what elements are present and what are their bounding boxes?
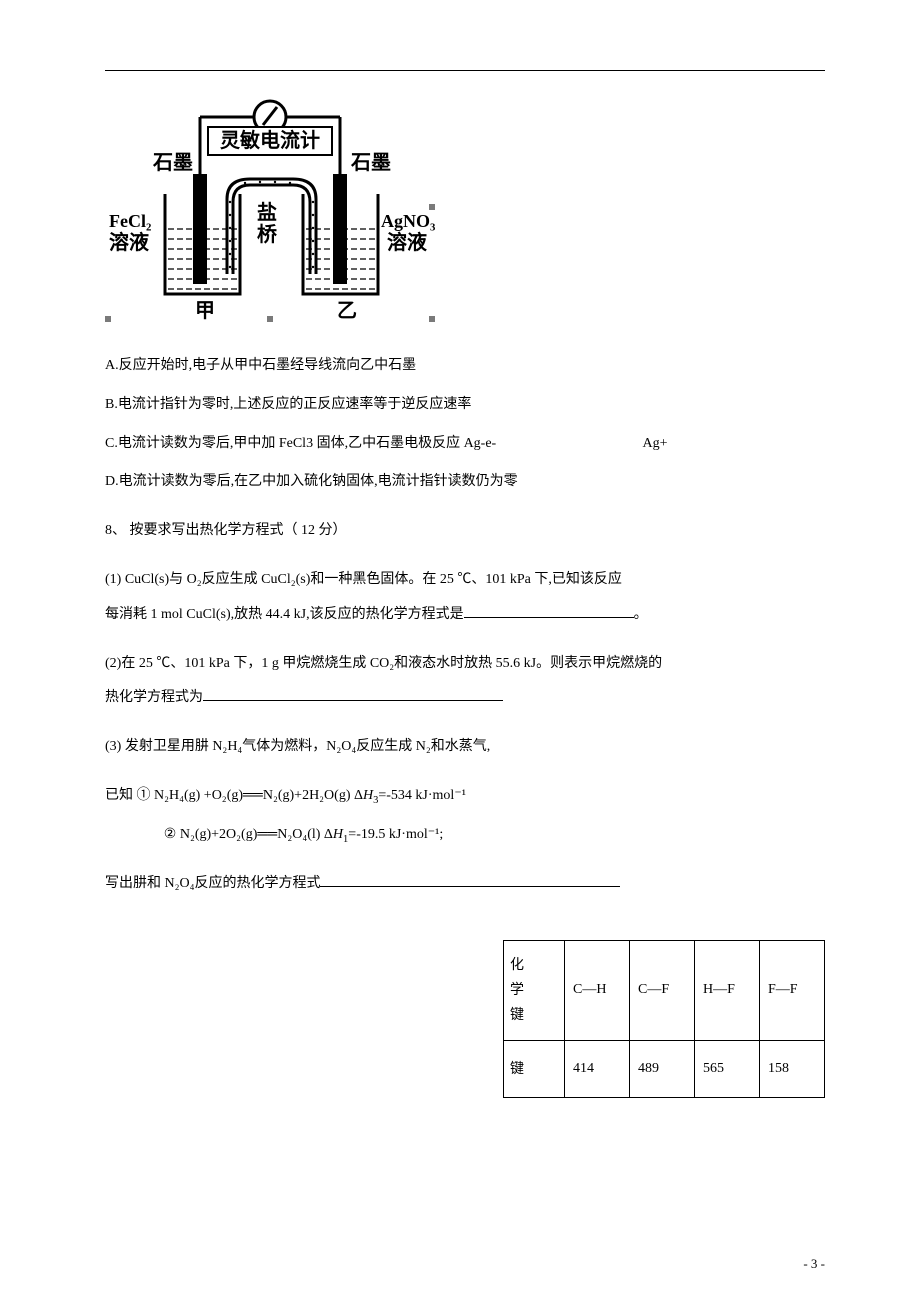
blank-1 bbox=[464, 603, 634, 618]
right-electrode-label: 石墨 bbox=[350, 151, 391, 174]
col-header-2: H—F bbox=[695, 940, 760, 1041]
right-sol-top: AgNO₃ bbox=[381, 211, 435, 231]
bridge-label-2: 桥 bbox=[257, 223, 278, 246]
left-sol-top: FeCl₂ bbox=[109, 211, 151, 231]
blank-2 bbox=[203, 686, 503, 701]
q8-title: 8、 按要求写出热化学方程式（ 12 分） bbox=[105, 516, 825, 547]
known-pre: 已知 ① N₂H₄(g) +O₂(g)══N₂(g)+2H₂O(g) Δ bbox=[105, 788, 363, 803]
galvanic-cell-diagram: 灵敏电流计 bbox=[105, 99, 435, 324]
table-row: 化学键 C—H C—F H—F F—F bbox=[504, 940, 825, 1041]
row-header-2: 键 bbox=[504, 1041, 565, 1098]
q8-2a: (2)在 25 ℃、101 kPa 下，1 g 甲烷燃烧生成 CO₂和液态水时放… bbox=[105, 649, 825, 680]
option-a: A.反应开始时,电子从甲中石墨经导线流向乙中石墨 bbox=[105, 351, 825, 382]
bond-energy-table: 化学键 C—H C—F H—F F—F 键 414 489 565 158 bbox=[503, 940, 825, 1099]
left-beaker-label: 甲 bbox=[195, 300, 215, 322]
q8-1b: 每消耗 1 mol CuCl(s),放热 44.4 kJ,该反应的热化学方程式是… bbox=[105, 600, 825, 631]
cell-2: 565 bbox=[695, 1041, 760, 1098]
q8-4-pre: 写出肼和 N₂O₄反应的热化学方程式 bbox=[105, 876, 320, 891]
eq2-pre: ② N₂(g)+2O₂(g)══N₂O₄(l) Δ bbox=[164, 827, 333, 842]
eq2-H: H bbox=[333, 827, 343, 842]
option-b: B.电流计指针为零时,上述反应的正反应速率等于逆反应速率 bbox=[105, 390, 825, 421]
option-d: D.电流计读数为零后,在乙中加入硫化钠固体,电流计指针读数仍为零 bbox=[105, 467, 825, 498]
q8-eq2-line: ② N₂(g)+2O₂(g)══N₂O₄(l) ΔH1=-19.5 kJ·mol… bbox=[105, 820, 825, 851]
col-header-3: F—F bbox=[760, 940, 825, 1041]
top-rule bbox=[105, 70, 825, 71]
q8-2b-pre: 热化学方程式为 bbox=[105, 690, 203, 705]
eq2-val: =-19.5 kJ·mol⁻¹; bbox=[348, 827, 443, 842]
table-row: 键 414 489 565 158 bbox=[504, 1041, 825, 1098]
option-c: C.电流计读数为零后,甲中加 FeCl3 固体,乙中石墨电极反应 Ag-e- A… bbox=[105, 429, 825, 460]
q8-2b: 热化学方程式为 bbox=[105, 683, 825, 714]
cell-0: 414 bbox=[565, 1041, 630, 1098]
q8-3: (3) 发射卫星用肼 N₂H₄气体为燃料，N₂O₄反应生成 N₂和水蒸气, bbox=[105, 732, 825, 763]
known-H: H bbox=[363, 788, 373, 803]
blank-3 bbox=[320, 872, 620, 887]
q8-1b-pre: 每消耗 1 mol CuCl(s),放热 44.4 kJ,该反应的热化学方程式是 bbox=[105, 607, 464, 622]
cell-1: 489 bbox=[630, 1041, 695, 1098]
col-header-0: C—H bbox=[565, 940, 630, 1041]
q8-4: 写出肼和 N₂O₄反应的热化学方程式 bbox=[105, 869, 825, 900]
option-c-pre: C.电流计读数为零后,甲中加 FeCl3 固体,乙中石墨电极反应 Ag-e- bbox=[105, 436, 496, 451]
known-val: =-534 kJ·mol⁻¹ bbox=[378, 788, 466, 803]
right-sol-bot: 溶液 bbox=[387, 230, 428, 254]
meter-label: 灵敏电流计 bbox=[220, 128, 320, 152]
cell-3: 158 bbox=[760, 1041, 825, 1098]
option-c-post: Ag+ bbox=[642, 436, 667, 451]
q8-1b-post: 。 bbox=[634, 607, 648, 622]
left-electrode-label: 石墨 bbox=[152, 151, 193, 174]
bridge-label-1: 盐 bbox=[257, 201, 277, 224]
col-header-1: C—F bbox=[630, 940, 695, 1041]
row-header-1: 化学键 bbox=[504, 940, 565, 1041]
q8-known-line: 已知 ① N₂H₄(g) +O₂(g)══N₂(g)+2H₂O(g) ΔH3=-… bbox=[105, 781, 825, 812]
right-beaker-label: 乙 bbox=[337, 300, 357, 322]
q8-1a: (1) CuCl(s)与 O₂反应生成 CuCl₂(s)和一种黑色固体。在 25… bbox=[105, 565, 825, 596]
page-number: - 3 - bbox=[803, 1256, 825, 1272]
left-sol-bot: 溶液 bbox=[109, 230, 150, 254]
